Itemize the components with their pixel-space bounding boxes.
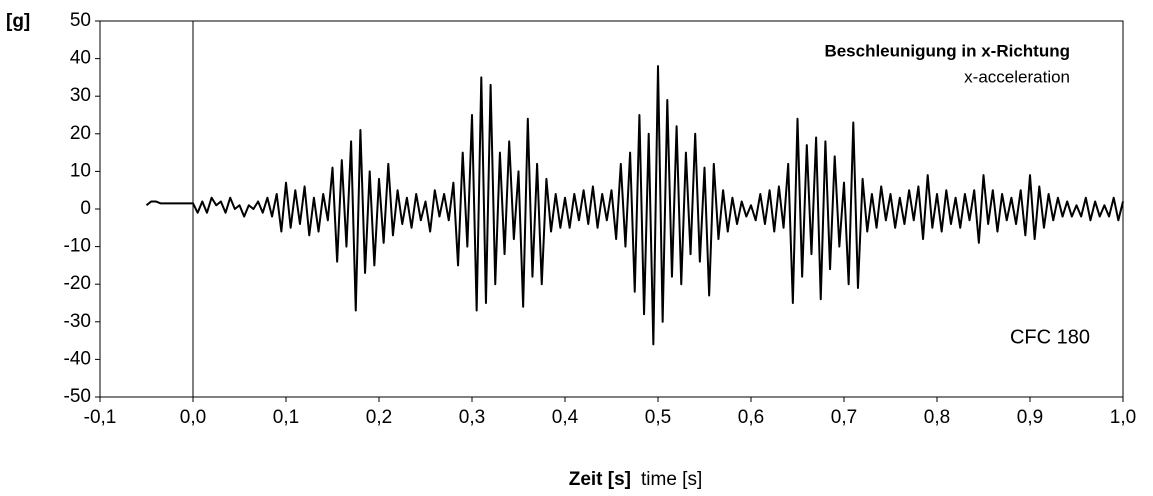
y-tick-label: 10 [70, 160, 91, 181]
x-tick-label: 0,7 [831, 407, 857, 428]
x-axis-label-en: time [s] [641, 469, 702, 490]
y-axis-label: [g] [6, 11, 30, 32]
y-tick-label: -30 [64, 311, 91, 332]
x-tick-label: 0,4 [552, 407, 579, 428]
x-tick-label: 0,9 [1017, 407, 1043, 428]
x-axis-label: Zeit [s] [569, 469, 631, 490]
x-tick-label: 0,5 [645, 407, 671, 428]
y-tick-label: 40 [70, 48, 91, 69]
chart-subtitle: x-acceleration [964, 67, 1070, 86]
y-tick-label: -20 [64, 273, 91, 294]
y-tick-label: -50 [64, 386, 91, 407]
data-line [145, 65, 1124, 346]
x-tick-label: 0,8 [924, 407, 950, 428]
x-tick-label: 0,0 [180, 407, 206, 428]
y-tick-label: -40 [64, 348, 91, 369]
chart-title: Beschleunigung in x-Richtung [824, 41, 1070, 60]
y-tick-label: 30 [70, 85, 91, 106]
y-tick-label: -10 [64, 236, 91, 257]
x-tick-label: 0,2 [366, 407, 392, 428]
x-tick-label: -0,1 [84, 407, 117, 428]
annotation: CFC 180 [1010, 326, 1090, 348]
x-tick-label: 1,0 [1110, 407, 1136, 428]
y-tick-label: 0 [80, 198, 91, 219]
y-tick-label: 20 [70, 123, 91, 144]
x-tick-label: 0,3 [459, 407, 485, 428]
y-tick-label: 50 [70, 10, 91, 31]
x-tick-label: 0,1 [273, 407, 299, 428]
x-tick-label: 0,6 [738, 407, 764, 428]
